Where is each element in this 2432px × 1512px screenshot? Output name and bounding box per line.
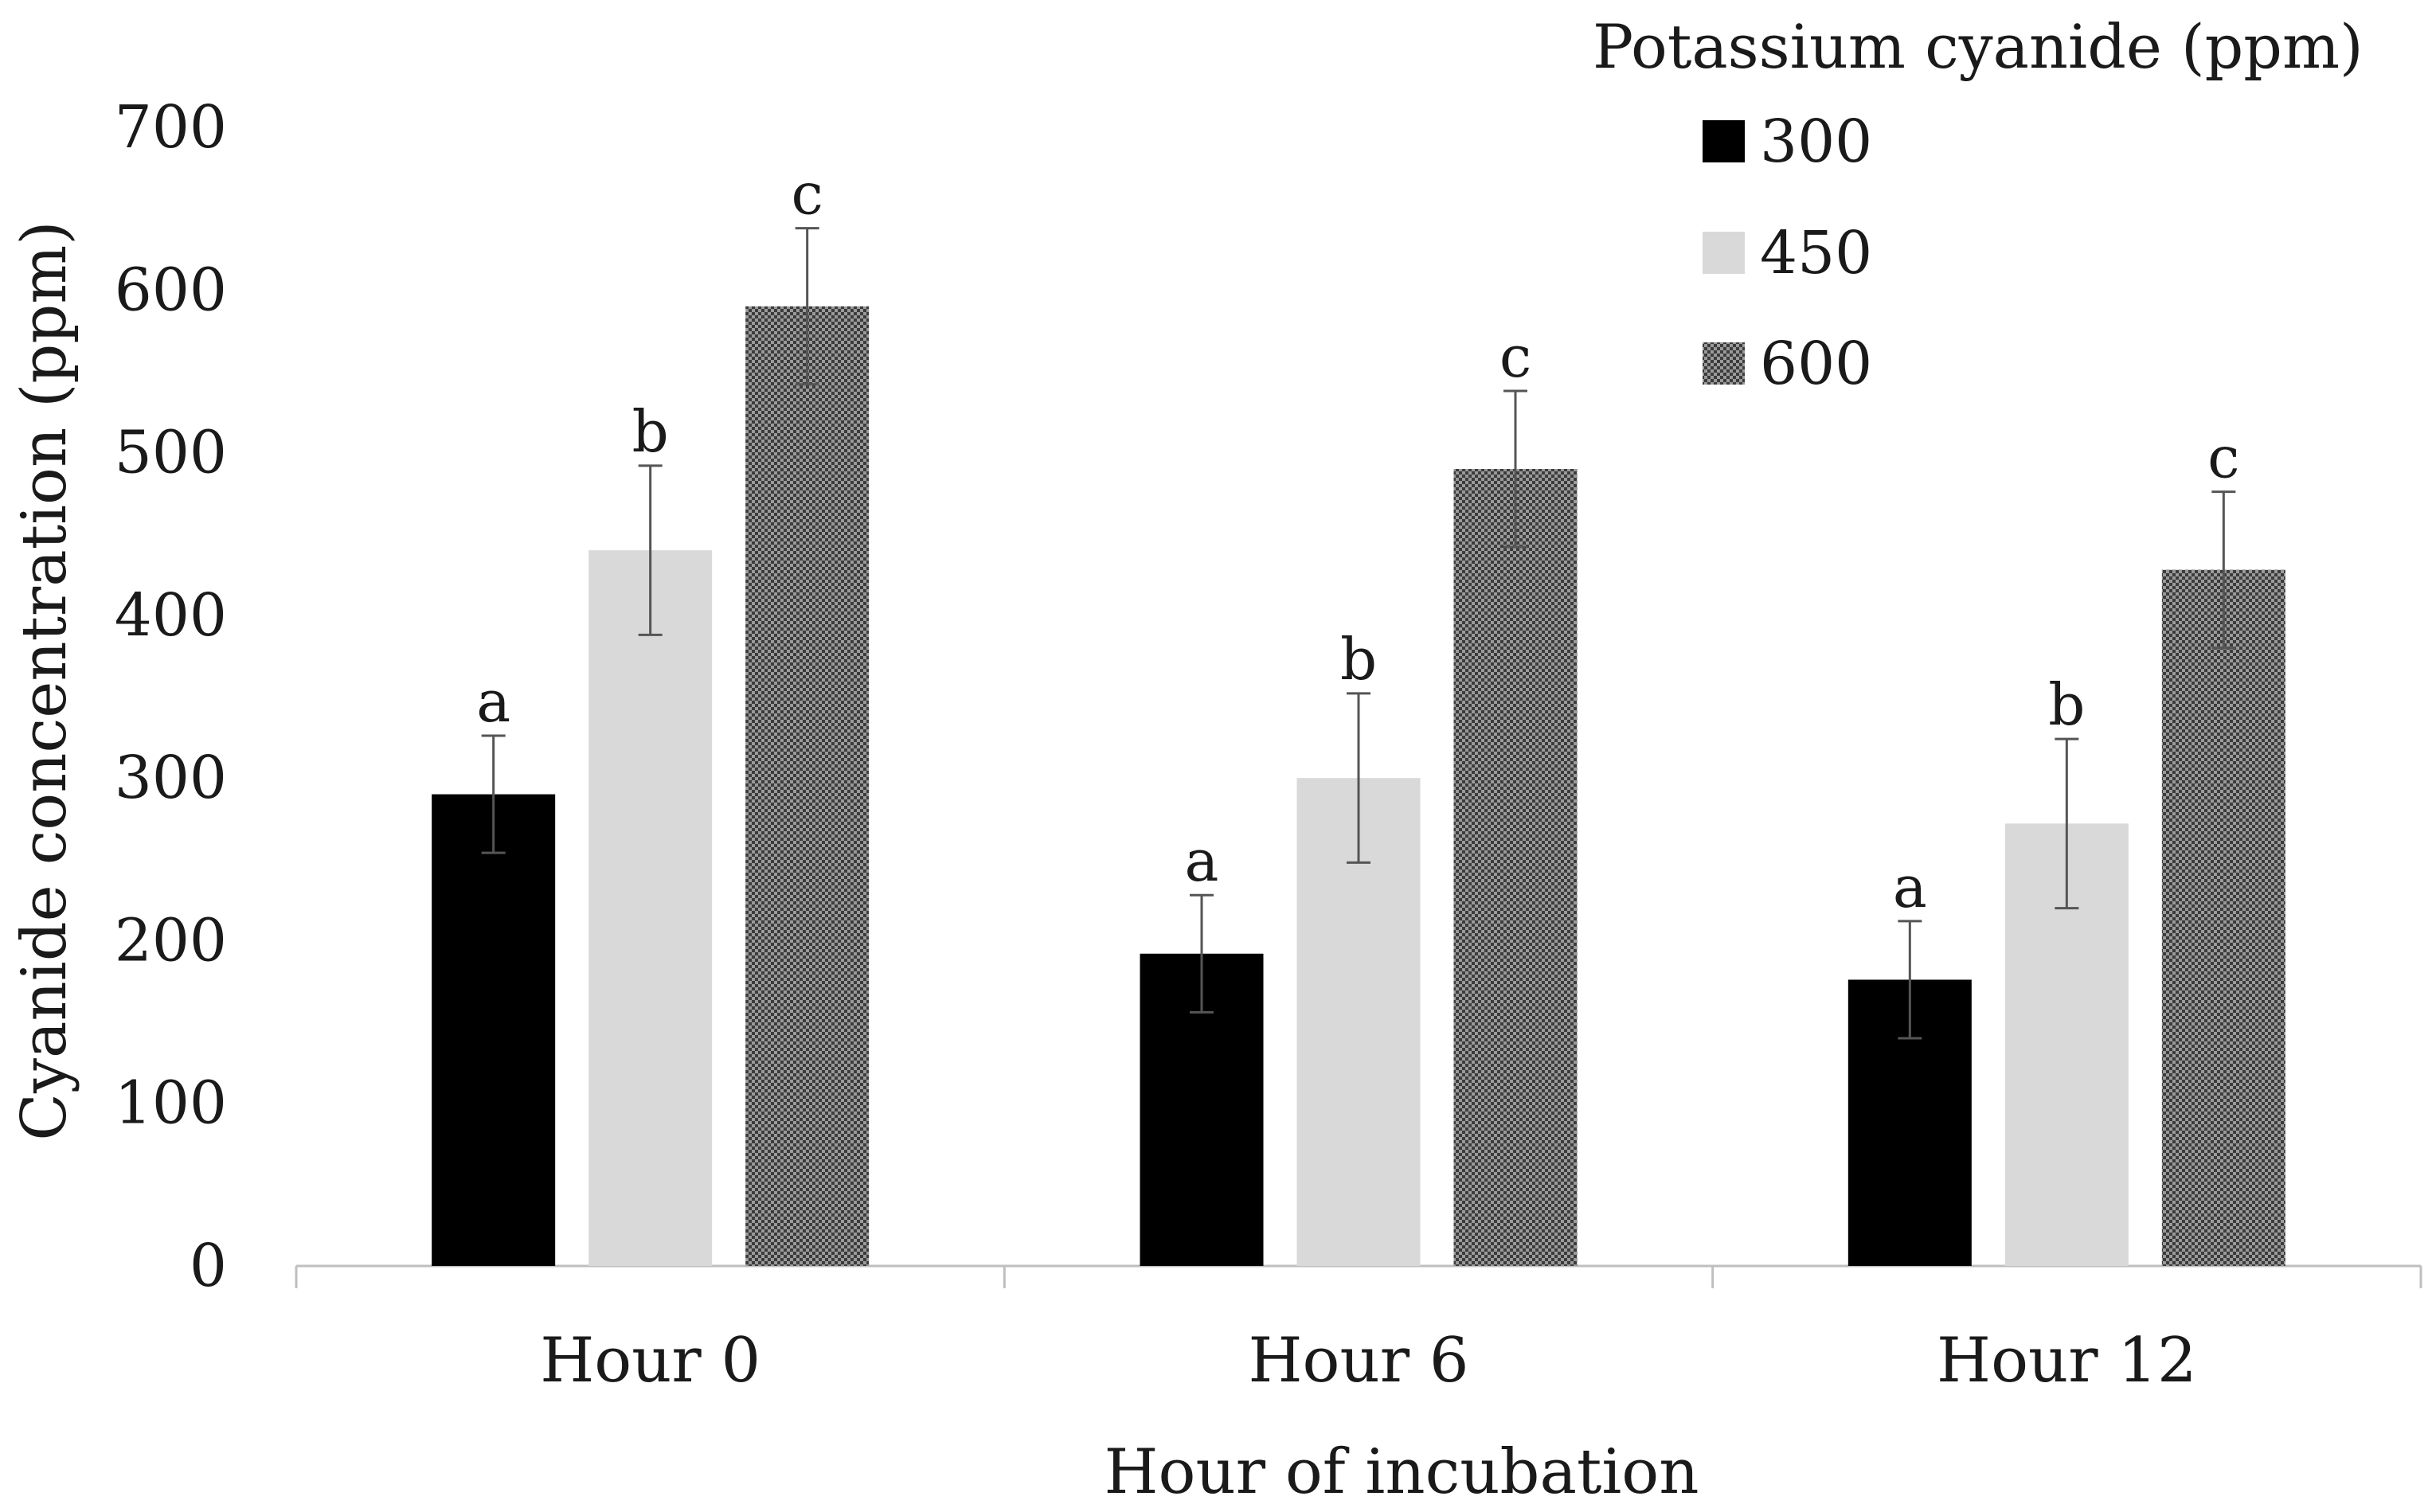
- error-bar: [1503, 389, 1527, 549]
- error-bar: [795, 227, 819, 386]
- error-bar: [638, 464, 663, 636]
- error-bars: [481, 227, 2236, 1040]
- y-tick-label: 0: [190, 1232, 227, 1300]
- significance-letter: a: [1185, 827, 1219, 894]
- error-bar: [2055, 737, 2079, 910]
- x-category-label: Hour 12: [1937, 1325, 2197, 1397]
- bar-450-hour-0: [588, 550, 713, 1266]
- x-category-label: Hour 0: [540, 1325, 760, 1397]
- significance-letters: a a a b b b c c c: [476, 161, 2239, 920]
- legend-label-300: 300: [1760, 107, 1872, 176]
- y-axis: 0 100 200 300 400 500 600 700: [115, 93, 227, 1300]
- bar-600-hour-12: [2161, 569, 2285, 1266]
- y-tick-label: 400: [115, 581, 227, 650]
- legend-swatch-600: [1703, 342, 1745, 385]
- legend: Potassium cyanide (ppm) 300 450 600: [1593, 11, 2364, 398]
- x-axis: Hour 0 Hour 6 Hour 12: [295, 1264, 2422, 1397]
- significance-letter: b: [2048, 671, 2085, 738]
- y-tick-label: 600: [115, 256, 227, 324]
- significance-letter: b: [1340, 626, 1377, 693]
- legend-label-600: 600: [1760, 330, 1872, 398]
- legend-title: Potassium cyanide (ppm): [1593, 11, 2364, 82]
- error-bar: [1190, 893, 1214, 1014]
- y-tick-label: 500: [115, 419, 227, 487]
- significance-letter: a: [476, 668, 510, 735]
- bar-600-hour-0: [745, 306, 870, 1266]
- x-category-label: Hour 6: [1249, 1325, 1469, 1397]
- significance-letter: c: [2207, 424, 2239, 491]
- legend-swatch-300: [1703, 120, 1745, 162]
- legend-swatch-450: [1703, 232, 1745, 274]
- significance-letter: a: [1893, 854, 1927, 920]
- bar-600-hour-6: [1453, 469, 1578, 1266]
- error-bar: [481, 734, 506, 854]
- significance-letter: c: [792, 161, 823, 228]
- error-bar: [1898, 920, 1922, 1040]
- significance-letter: c: [1499, 323, 1531, 390]
- y-axis-title: Cyanide concentration (ppm): [9, 221, 80, 1140]
- bar-300-hour-0: [432, 794, 556, 1266]
- legend-label-450: 450: [1760, 219, 1872, 287]
- y-tick-label: 200: [115, 906, 227, 975]
- y-tick-label: 300: [115, 744, 227, 812]
- y-tick-label: 100: [115, 1069, 227, 1138]
- error-bar: [2211, 490, 2236, 650]
- error-bar: [1347, 692, 1370, 864]
- y-tick-label: 700: [115, 93, 227, 162]
- x-axis-title: Hour of incubation: [1105, 1436, 1699, 1508]
- significance-letter: b: [632, 398, 669, 465]
- bars: [432, 306, 2285, 1266]
